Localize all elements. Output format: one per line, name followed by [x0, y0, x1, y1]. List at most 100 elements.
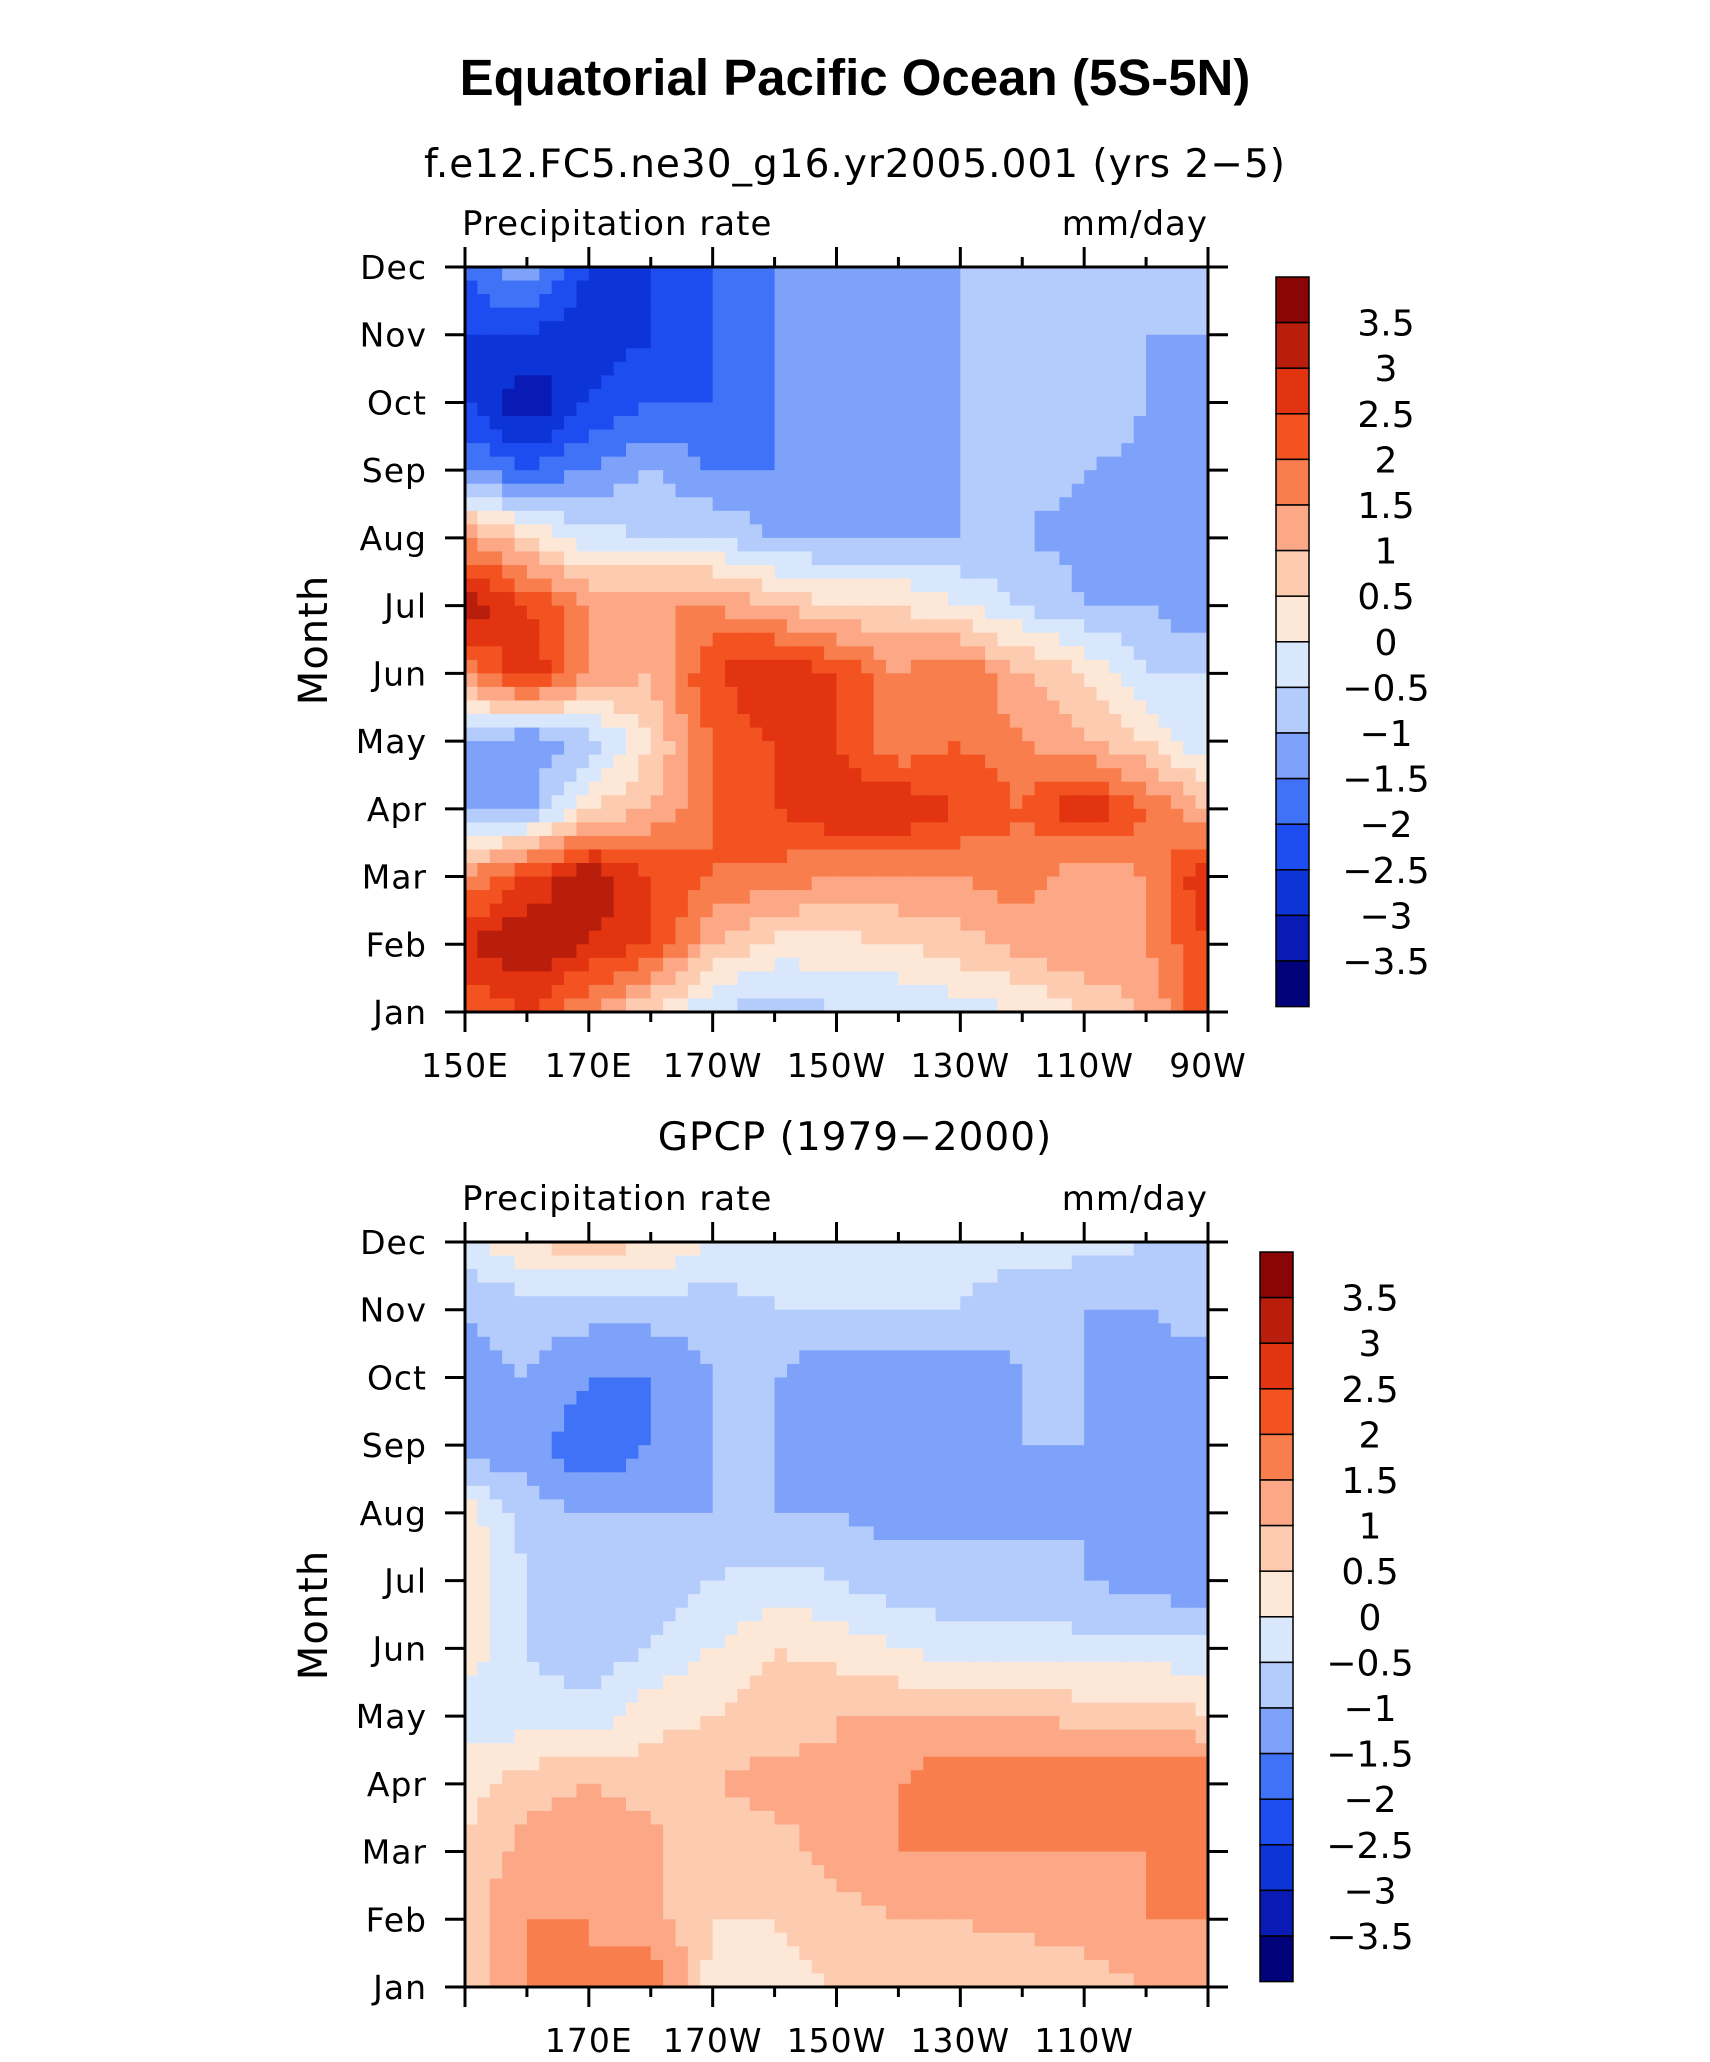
- contour-cell: [1133, 971, 1147, 986]
- contour-cell: [489, 1418, 503, 1433]
- contour-cell: [873, 890, 887, 905]
- contour-cell: [898, 1445, 912, 1460]
- contour-cell: [1170, 1255, 1184, 1270]
- contour-cell: [861, 768, 875, 783]
- contour-cell: [749, 1404, 763, 1419]
- contour-cell: [576, 470, 590, 485]
- contour-cell: [873, 917, 887, 932]
- contour-cell: [1158, 1472, 1172, 1487]
- contour-cell: [774, 524, 788, 539]
- contour-cell: [1133, 1445, 1147, 1460]
- contour-cell: [526, 1553, 540, 1568]
- contour-cell: [1022, 727, 1036, 742]
- contour-cell: [588, 1404, 602, 1419]
- contour-cell: [799, 795, 813, 810]
- contour-cell: [687, 551, 701, 566]
- contour-cell: [539, 890, 553, 905]
- contour-cell: [712, 416, 726, 431]
- contour-cell: [526, 903, 540, 918]
- contour-cell: [960, 1472, 974, 1487]
- contour-cell: [799, 632, 813, 647]
- contour-cell: [564, 1323, 578, 1338]
- contour-cell: [502, 984, 516, 1000]
- contour-cell: [700, 334, 714, 349]
- contour-cell: [477, 348, 491, 363]
- contour-cell: [539, 1499, 553, 1514]
- colorbar-box: [1275, 869, 1310, 917]
- contour-cell: [1096, 416, 1110, 431]
- contour-cell: [465, 1309, 478, 1324]
- contour-cell: [1009, 497, 1023, 512]
- contour-cell: [886, 863, 900, 878]
- contour-cell: [687, 280, 701, 295]
- contour-cell: [997, 619, 1011, 634]
- contour-cell: [861, 808, 875, 823]
- contour-cell: [613, 795, 627, 810]
- contour-cell: [1121, 876, 1135, 891]
- contour-cell: [836, 741, 850, 756]
- contour-cell: [663, 334, 677, 349]
- contour-cell: [786, 781, 800, 796]
- contour-cell: [700, 781, 714, 796]
- contour-cell: [947, 876, 961, 891]
- contour-cell: [873, 822, 887, 837]
- contour-cell: [935, 592, 949, 607]
- contour-cell: [1096, 903, 1110, 918]
- contour-cell: [824, 1377, 838, 1392]
- contour-cell: [886, 1567, 900, 1582]
- contour-cell: [588, 524, 602, 539]
- contour-cell: [947, 537, 961, 553]
- contour-cell: [1034, 578, 1048, 593]
- contour-cell: [625, 903, 639, 918]
- contour-cell: [712, 646, 726, 661]
- contour-cell: [1071, 443, 1085, 458]
- contour-cell: [749, 1499, 763, 1514]
- contour-cell: [551, 944, 565, 959]
- contour-cell: [1022, 1553, 1036, 1568]
- contour-cell: [1047, 1458, 1060, 1473]
- contour-cell: [923, 646, 937, 661]
- contour-cell: [1108, 1282, 1122, 1297]
- contour-cell: [502, 1255, 516, 1270]
- contour-cell: [1009, 267, 1023, 282]
- contour-cell: [687, 984, 701, 1000]
- contour-cell: [663, 524, 677, 539]
- contour-cell: [526, 686, 540, 702]
- contour-cell: [613, 388, 627, 404]
- contour-cell: [576, 1567, 590, 1582]
- contour-cell: [1170, 497, 1184, 512]
- contour-cell: [923, 429, 937, 444]
- contour-cell: [687, 619, 701, 634]
- contour-cell: [923, 375, 937, 390]
- contour-cell: [910, 1309, 924, 1324]
- contour-cell: [551, 890, 565, 905]
- contour-cell: [972, 1323, 986, 1338]
- contour-cell: [625, 1377, 639, 1392]
- contour-cell: [811, 537, 825, 553]
- contour-cell: [613, 1445, 627, 1460]
- contour-cell: [1009, 835, 1023, 851]
- contour-cell: [786, 1350, 800, 1365]
- contour-cell: [514, 876, 528, 891]
- contour-cell: [1146, 280, 1160, 295]
- contour-cell: [514, 741, 528, 756]
- contour-cell: [1195, 727, 1209, 742]
- contour-cell: [1022, 1296, 1036, 1311]
- contour-cell: [725, 1418, 739, 1433]
- contour-cell: [910, 727, 924, 742]
- contour-cell: [898, 1350, 912, 1365]
- contour-cell: [650, 470, 664, 485]
- contour-cell: [1158, 375, 1172, 390]
- contour-cell: [1047, 1580, 1060, 1595]
- contour-cell: [526, 388, 540, 404]
- contour-cell: [576, 416, 590, 431]
- contour-cell: [625, 876, 639, 891]
- contour-cell: [576, 1296, 590, 1311]
- contour-cell: [712, 1242, 726, 1257]
- contour-cell: [811, 795, 825, 810]
- contour-cell: [551, 632, 565, 647]
- contour-cell: [985, 294, 999, 309]
- contour-cell: [762, 456, 776, 471]
- contour-cell: [774, 903, 788, 918]
- contour-cell: [774, 1567, 788, 1582]
